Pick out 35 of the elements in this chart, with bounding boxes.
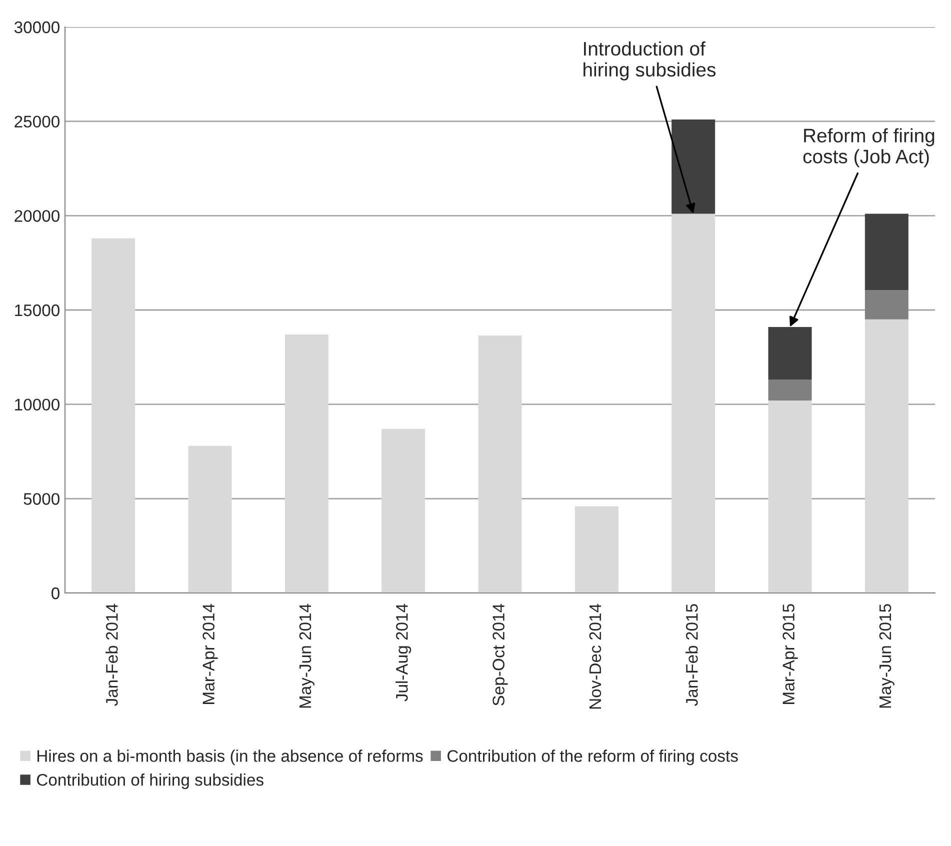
x-tick-label: Jan-Feb 2015 [686,604,698,706]
bar [864,290,908,320]
bar [672,119,716,214]
x-tick-label: Sep-Oct 2014 [492,604,508,706]
bar [672,214,716,593]
y-tick-label: 30000 [14,21,60,34]
bar [574,506,618,593]
x-tick-label: Nov-Dec 2014 [589,604,602,709]
y-tick-label: 20000 [14,210,60,222]
annotation: Introduction of hiring subsidies [584,41,716,80]
bar [768,380,812,401]
annotation: Reform of firing costs (Job Act) [803,128,934,168]
y-tick-label: 10000 [15,398,60,411]
bar [768,326,812,380]
y-tick-label: 15000 [15,304,60,316]
x-tick-label: May-Jun 2014 [299,604,314,708]
y-tick-label: 0 [52,587,60,600]
bar [92,238,136,593]
x-tick-label: Jul-Aug 2014 [396,604,412,702]
legend-label: Hires on a bi-month basis (in the absence of reforms [38,750,423,766]
bar [382,428,426,593]
x-tick-label: Mar-Apr 2014 [202,604,218,704]
y-tick-label: 25000 [14,116,60,128]
x-tick-label: May-Jun 2015 [879,604,894,708]
legend-label: Contribution of the reform of firing costs [448,750,738,766]
y-tick-label: 5000 [24,493,60,505]
bar [768,400,812,593]
x-tick-label: Mar-Apr 2015 [782,604,798,704]
bar [478,335,522,593]
x-tick-label: Jan-Feb 2014 [106,604,118,706]
bar [864,319,908,593]
bar [284,334,328,593]
bar [188,446,232,593]
bar [864,214,908,290]
legend-label: Contribution of hiring subsidies [36,774,264,790]
